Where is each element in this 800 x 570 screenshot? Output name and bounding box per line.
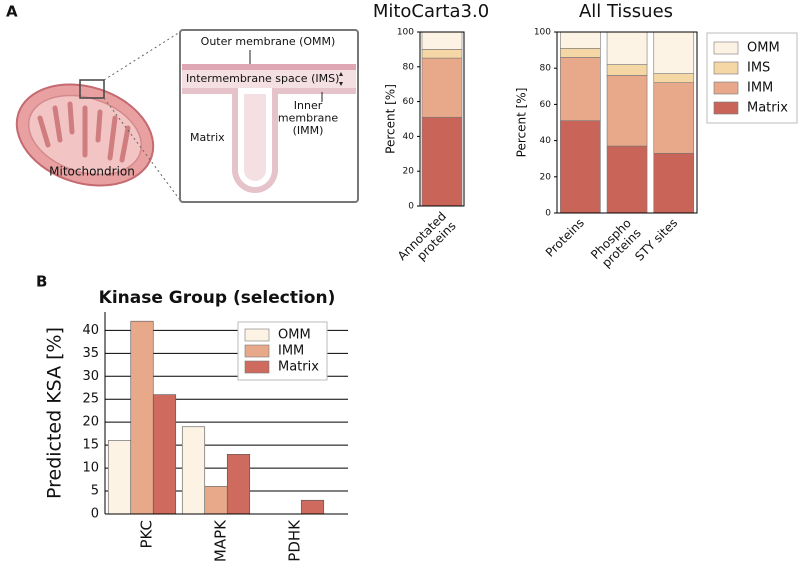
bar [560, 47, 601, 58]
bar [653, 152, 695, 214]
legend-swatch [244, 360, 270, 374]
legend-label: IMS [747, 61, 770, 76]
y-tick-label: 15 [82, 438, 99, 453]
legend-swatch [713, 41, 739, 55]
y-axis-label: Percent [%] [384, 84, 398, 154]
bar [653, 31, 695, 74]
bar [653, 73, 695, 83]
bar [421, 49, 463, 59]
bar [606, 75, 648, 147]
bar [606, 31, 648, 65]
panel-label: B [36, 273, 47, 291]
chart-title: MitoCarta3.0 [373, 1, 489, 22]
legend-label: Matrix [278, 360, 319, 375]
legend-swatch [244, 344, 270, 358]
y-tick-label: 40 [403, 132, 415, 142]
x-tick-label: PKC [138, 520, 156, 549]
y-axis-label: Percent [%] [515, 88, 529, 158]
y-tick-label: 60 [403, 97, 415, 107]
y-tick-label: 40 [540, 136, 552, 146]
x-tick-label: Annotatedproteins [394, 209, 458, 273]
y-tick-label: 100 [534, 28, 551, 38]
legend-label: OMM [278, 328, 311, 343]
diagram-label: Matrix [190, 131, 225, 144]
y-axis-label: Predicted KSA [%] [44, 327, 66, 499]
x-tick-label: MAPK [212, 519, 230, 562]
y-tick-label: 80 [540, 64, 552, 74]
legend-swatch [713, 81, 739, 95]
bar [107, 440, 132, 515]
x-tick-label: STY sites [632, 216, 680, 264]
y-tick-label: 35 [82, 346, 99, 361]
bar [130, 320, 154, 515]
bar [300, 499, 325, 515]
y-tick-label: 30 [82, 369, 99, 384]
chart-title: Kinase Group (selection) [99, 288, 336, 308]
legend-label: Matrix [747, 101, 788, 116]
bar [560, 57, 601, 121]
bar [421, 57, 463, 118]
y-tick-label: 20 [540, 172, 552, 182]
bar [560, 120, 601, 214]
y-tick-label: 0 [545, 209, 551, 219]
plot-frame [556, 31, 698, 214]
diagram: Outer membrane (OMM) Intermembrane space… [15, 29, 359, 203]
y-tick-label: 0 [91, 507, 99, 522]
legend-swatch [713, 101, 739, 115]
bar [226, 454, 251, 515]
bar [606, 64, 648, 76]
plot-frame [419, 31, 465, 207]
bar [204, 486, 228, 515]
legend-swatch [244, 328, 270, 342]
diagram-label: Outer membrane (OMM) [201, 35, 336, 48]
legend-label: OMM [747, 41, 780, 56]
bar [606, 145, 648, 214]
y-tick-label: 10 [82, 461, 99, 476]
y-tick-label: 20 [82, 415, 99, 430]
x-tick-label: Phosphoproteins [588, 216, 644, 272]
y-tick-label: 0 [408, 202, 414, 212]
legend-label: IMM [278, 344, 304, 359]
y-tick-label: 80 [403, 62, 415, 72]
diagram-label: Intermembrane space (IMS) [186, 72, 339, 85]
y-tick-label: 60 [540, 100, 552, 110]
y-tick-label: 100 [397, 28, 414, 38]
bar [653, 82, 695, 154]
bar [181, 426, 206, 515]
diagram-label: Inner membrane (IMM) [278, 99, 338, 137]
bar [421, 116, 463, 207]
chart-title: All Tissues [579, 1, 673, 22]
y-tick-label: 20 [403, 167, 415, 177]
y-tick-label: 40 [82, 323, 99, 338]
legend-swatch [713, 61, 739, 75]
y-tick-label: 25 [82, 392, 99, 407]
x-tick-label: Proteins [543, 216, 587, 260]
legend-label: IMM [747, 81, 773, 96]
bar [152, 394, 177, 515]
bar [421, 31, 463, 50]
bar [560, 31, 601, 49]
y-tick-label: 5 [91, 484, 99, 499]
x-tick-label: PDHK [286, 519, 304, 562]
diagram-label: Mitochondrion [49, 165, 135, 179]
panel-label: A [6, 3, 18, 21]
